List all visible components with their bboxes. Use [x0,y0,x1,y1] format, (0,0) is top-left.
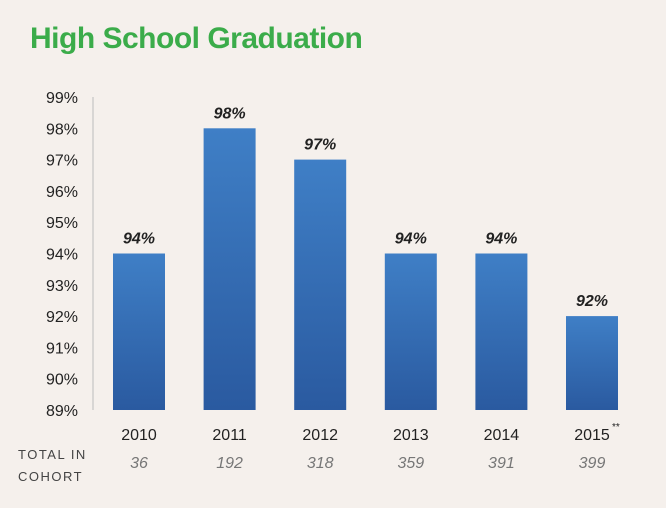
y-tick-label: 94% [46,247,78,264]
cohort-value-2013: 359 [397,455,424,472]
category-label-2010: 2010 [121,427,157,444]
cohort-label-line2: COHORT [18,469,83,484]
bar-2011 [203,128,256,411]
category-label-2012: 2012 [302,427,338,444]
y-tick-label: 98% [46,121,78,138]
y-tick-label: 89% [46,403,78,420]
footnote-mark: ** [612,422,620,433]
bar-2012 [294,159,347,410]
data-label-2012: 97% [304,137,336,154]
category-label-2013: 2013 [393,427,429,444]
y-tick-label: 92% [46,309,78,326]
bar-2014 [475,253,528,410]
bar-2015 [566,316,618,410]
data-label-2013: 94% [395,231,427,248]
category-label-2011: 2011 [212,427,247,444]
y-tick-label: 96% [46,184,78,201]
y-tick-label: 91% [46,340,78,357]
category-label-2014: 2014 [484,427,520,444]
y-tick-label: 97% [46,153,78,170]
bar-2010 [113,253,165,410]
data-label-2010: 94% [123,231,155,248]
cohort-label-line1: TOTAL IN [18,447,87,462]
y-tick-label: 95% [46,215,78,232]
y-tick-label: 90% [46,372,78,389]
data-label-2015: 92% [576,293,608,310]
cohort-value-2010: 36 [130,455,148,472]
data-label-2014: 94% [485,231,517,248]
cohort-value-2012: 318 [307,455,334,472]
y-tick-label: 93% [46,278,78,295]
cohort-value-2015: 399 [579,455,606,472]
bar-2013 [384,253,437,410]
y-tick-label: 99% [46,90,78,107]
category-label-2015: 2015 [574,427,610,444]
chart-title: High School Graduation [30,22,363,55]
data-label-2011: 98% [214,105,246,122]
cohort-value-2014: 391 [488,455,515,472]
cohort-value-2011: 192 [216,455,243,472]
